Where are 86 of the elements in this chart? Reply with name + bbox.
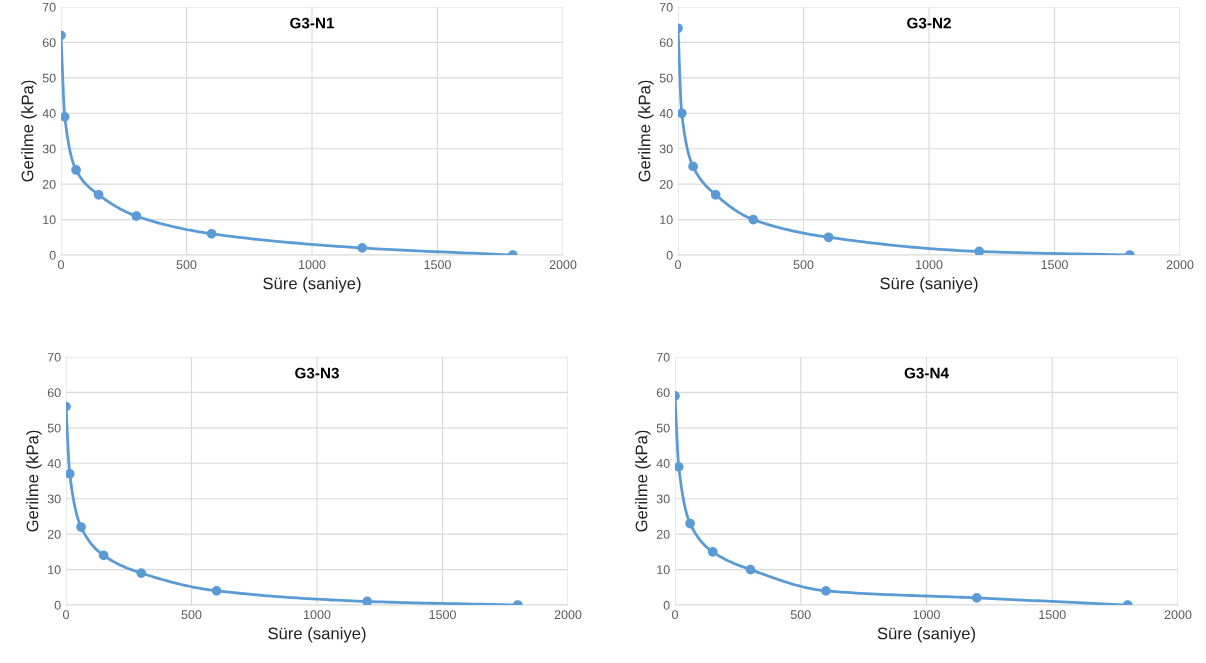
y-tick-label: 0 — [663, 600, 670, 610]
text: G3-N1 — [290, 17, 335, 29]
point — [66, 469, 75, 479]
point — [821, 585, 831, 596]
x-tick-label: 1500 — [424, 260, 451, 270]
x-axis-title: Süre (saniye) — [877, 627, 976, 643]
text: G3-N3 — [295, 367, 339, 379]
y-tick-label: 70 — [47, 352, 61, 362]
y-tick-label: 50 — [47, 423, 61, 433]
point — [971, 593, 982, 603]
y-tick-label: 40 — [42, 109, 56, 118]
y-tick-label: 20 — [659, 179, 673, 189]
point — [707, 546, 718, 557]
text: G3-N2 — [907, 17, 951, 29]
y-tick-label: 40 — [47, 459, 61, 468]
point — [211, 585, 222, 596]
x-tick-label: 2000 — [1164, 610, 1192, 620]
y-axis-title: Gerilme (kPa) — [638, 80, 654, 182]
y-tick-label: 30 — [656, 494, 670, 504]
point — [131, 211, 142, 221]
x-axis-title: Süre (saniye) — [268, 627, 366, 643]
point — [675, 461, 684, 472]
y-tick-label: 10 — [43, 215, 56, 225]
y-tick-label: 20 — [656, 529, 670, 539]
y-tick-label: 0 — [49, 250, 56, 260]
y-axis-title: Gerilme (kPa) — [635, 430, 651, 532]
x-tick-label: 1500 — [429, 610, 456, 620]
point — [357, 243, 368, 253]
y-tick-label: 70 — [42, 2, 56, 12]
point — [93, 189, 104, 200]
y-tick-label: 70 — [659, 2, 673, 12]
y-tick-label: 40 — [659, 109, 673, 118]
y-tick-label: 40 — [656, 459, 670, 468]
y-tick-label: 60 — [47, 388, 61, 398]
x-tick-label: 0 — [63, 610, 69, 620]
y-tick-label: 70 — [656, 352, 670, 362]
y-tick-label: 0 — [54, 600, 61, 610]
point — [136, 568, 147, 578]
point — [61, 111, 70, 122]
x-tick-label: 1000 — [916, 260, 943, 270]
x-tick-label: 1000 — [913, 610, 940, 620]
point — [206, 228, 217, 239]
y-tick-label: 60 — [659, 38, 673, 48]
point — [685, 518, 695, 529]
y-tick-label: 50 — [42, 73, 56, 83]
point — [823, 232, 834, 243]
x-tick-label: 500 — [176, 260, 197, 270]
y-tick-label: 10 — [657, 565, 670, 575]
y-axis-title: Gerilme (kPa) — [21, 80, 37, 182]
y-tick-label: 20 — [42, 179, 56, 189]
x-axis-title: Süre (saniye) — [263, 277, 361, 293]
x-tick-label: 500 — [793, 260, 814, 270]
point — [748, 214, 759, 225]
point — [678, 108, 687, 119]
y-tick-label: 10 — [48, 565, 61, 575]
point — [76, 522, 86, 532]
y-tick-label: 10 — [660, 215, 673, 225]
y-tick-label: 30 — [659, 144, 673, 154]
point — [688, 161, 698, 172]
x-axis-title: Süre (saniye) — [880, 277, 978, 293]
x-tick-label: 500 — [181, 610, 202, 620]
point — [71, 165, 81, 175]
x-tick-label: 2000 — [554, 610, 582, 620]
y-tick-label: 50 — [659, 73, 673, 83]
text: G3-N4 — [904, 367, 949, 379]
y-tick-label: 60 — [656, 388, 670, 398]
x-tick-label: 2000 — [1166, 260, 1194, 270]
x-tick-label: 2000 — [549, 260, 577, 270]
y-tick-label: 0 — [666, 250, 673, 260]
y-tick-label: 50 — [656, 423, 670, 433]
x-tick-label: 1500 — [1041, 260, 1068, 270]
y-tick-label: 60 — [42, 38, 56, 48]
x-tick-label: 0 — [675, 260, 681, 270]
x-tick-label: 500 — [790, 610, 811, 620]
x-tick-label: 1000 — [304, 610, 331, 620]
x-tick-label: 1000 — [299, 260, 326, 270]
y-tick-label: 30 — [42, 144, 56, 154]
point — [745, 564, 756, 575]
point — [710, 189, 721, 200]
point — [974, 246, 985, 255]
y-tick-label: 20 — [47, 529, 61, 539]
y-axis-title: Gerilme (kPa) — [26, 430, 42, 532]
point — [362, 596, 373, 605]
point — [98, 550, 109, 561]
x-tick-label: 1500 — [1039, 610, 1066, 620]
y-tick-label: 30 — [47, 494, 61, 504]
